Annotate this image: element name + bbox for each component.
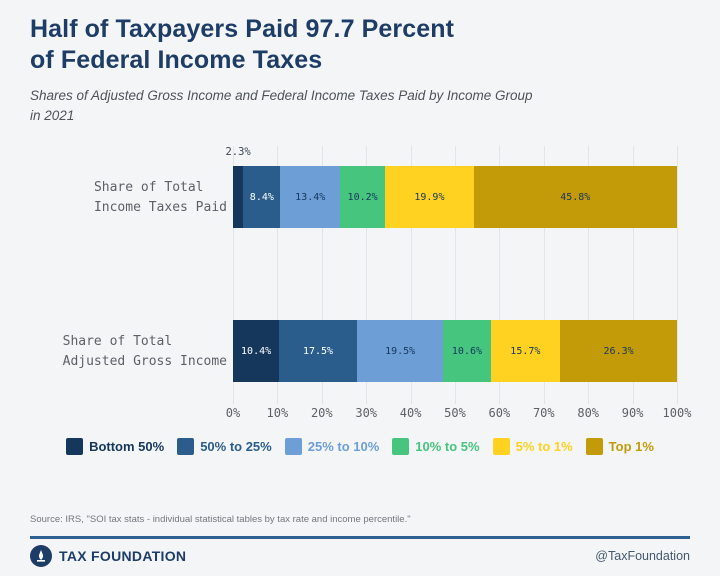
legend-item: 50% to 25% <box>177 438 272 455</box>
x-axis-tick-label: 40% <box>399 406 422 420</box>
x-axis-tick-label: 90% <box>621 406 644 420</box>
twitter-handle: @TaxFoundation <box>595 549 690 563</box>
bar-segment: 10.4% <box>233 320 280 382</box>
segment-value-label: 19.5% <box>385 345 416 357</box>
footer: TAX FOUNDATION @TaxFoundation <box>30 543 690 569</box>
bar-segment: 10.2% <box>339 166 386 228</box>
tax-foundation-logo-icon <box>30 545 52 567</box>
legend-item: Bottom 50% <box>66 438 164 455</box>
legend-label: 50% to 25% <box>200 439 272 454</box>
gridline <box>321 146 323 404</box>
chart-subtitle: Shares of Adjusted Gross Income and Fede… <box>30 86 533 125</box>
category-label-line: Share of Total <box>93 180 204 195</box>
legend-label: Bottom 50% <box>89 439 165 454</box>
gridline <box>277 146 279 404</box>
category-label: Share of Total Adjusted Gross Income <box>63 332 227 371</box>
category-label-line: Adjusted Gross Income <box>62 353 227 369</box>
x-axis-tick-label: 70% <box>532 406 555 420</box>
subtitle-line-1: Shares of Adjusted Gross Income and Fede… <box>30 88 533 103</box>
segment-value-label: 13.4% <box>295 191 326 203</box>
brand-name: TAX FOUNDATION <box>59 548 187 564</box>
bar-segment: 10.6% <box>443 320 491 382</box>
gridline <box>410 146 412 404</box>
stacked-bar: 10.4% 17.5% 19.5% 10.6% 15.7% 26.3% <box>233 320 677 382</box>
category-label-line: Share of Total <box>62 334 173 349</box>
segment-value-label: 26.3% <box>603 345 634 357</box>
source-note: Source: IRS, "SOI tax stats - individual… <box>30 514 411 525</box>
footer-divider <box>30 536 690 539</box>
gridline <box>543 146 545 404</box>
segment-value-label: 15.7% <box>510 345 541 357</box>
category-label-line: Income Taxes Paid <box>93 199 227 215</box>
legend-swatch-icon <box>177 438 195 455</box>
legend-swatch-icon <box>284 438 302 455</box>
x-axis-tick-label: 80% <box>577 406 600 420</box>
legend-item: 5% to 1% <box>492 438 573 455</box>
segment-value-label: 10.2% <box>347 191 378 203</box>
legend-item: 10% to 5% <box>392 438 480 455</box>
legend-swatch-icon <box>392 438 410 455</box>
segment-value-label: 19.9% <box>414 191 445 203</box>
segment-value-label: 8.4% <box>249 191 274 203</box>
x-axis-tick-label: 20% <box>310 406 333 420</box>
legend-label: Top 1% <box>608 439 654 454</box>
bar-segment <box>233 166 244 228</box>
bar-segment: 13.4% <box>280 166 340 228</box>
legend-label: 5% to 1% <box>515 439 573 454</box>
title-line-2: of Federal Income Taxes <box>30 45 323 74</box>
gridline <box>677 146 678 404</box>
legend-label: 10% to 5% <box>415 439 480 454</box>
gridline <box>366 146 368 404</box>
gridline <box>233 146 234 404</box>
segment-value-label: 10.6% <box>451 345 483 357</box>
stacked-bar: 8.4% 13.4% 10.2% 19.9% 45.8% <box>233 166 677 228</box>
bar-segment: 15.7% <box>490 320 561 382</box>
x-axis-tick-label: 0% <box>225 406 241 420</box>
bar-segment: 45.8% <box>473 166 677 228</box>
gridline <box>499 146 501 404</box>
x-axis-tick-label: 100% <box>662 406 692 420</box>
page-title: Half of Taxpayers Paid 97.7 Percent of F… <box>30 14 454 75</box>
brand: TAX FOUNDATION <box>30 545 186 567</box>
legend-swatch-icon <box>585 438 603 455</box>
segment-value-label: 17.5% <box>302 345 334 357</box>
legend-swatch-icon <box>66 438 84 455</box>
legend-item: Top 1% <box>585 438 654 455</box>
legend-item: 25% to 10% <box>284 438 380 455</box>
legend-swatch-icon <box>492 438 510 455</box>
x-axis-tick-label: 10% <box>266 406 289 420</box>
stacked-bar-chart: 0% 10% 20% 30% 40% 50% 60% 70% 80% 90% 100% Share o… <box>0 140 720 435</box>
segment-value-label: 10.4% <box>241 345 272 357</box>
x-axis-tick-label: 50% <box>444 406 466 420</box>
gridline <box>455 146 456 404</box>
gridline <box>632 146 634 404</box>
bar-segment: 26.3% <box>560 320 677 382</box>
title-line-1: Half of Taxpayers Paid 97.7 Percent <box>30 15 455 43</box>
bar-segment: 19.5% <box>356 320 444 382</box>
x-axis-tick-label: 30% <box>355 406 378 420</box>
category-label: Share of Total Income Taxes Paid <box>94 178 227 217</box>
bar-segment: 17.5% <box>279 320 357 382</box>
chart-legend: Bottom 50% 50% to 25% 25% to 10% 10% to 5% 5… <box>0 438 720 455</box>
bar-segment: 8.4% <box>243 166 281 228</box>
gridline <box>588 146 590 404</box>
subtitle-line-2: in 2021 <box>30 107 75 123</box>
segment-value-label: 2.3% <box>225 146 251 158</box>
bar-segment: 19.9% <box>385 166 474 228</box>
segment-value-label: 45.8% <box>560 191 591 203</box>
legend-label: 25% to 10% <box>307 439 380 454</box>
x-axis-tick-label: 60% <box>488 406 511 420</box>
